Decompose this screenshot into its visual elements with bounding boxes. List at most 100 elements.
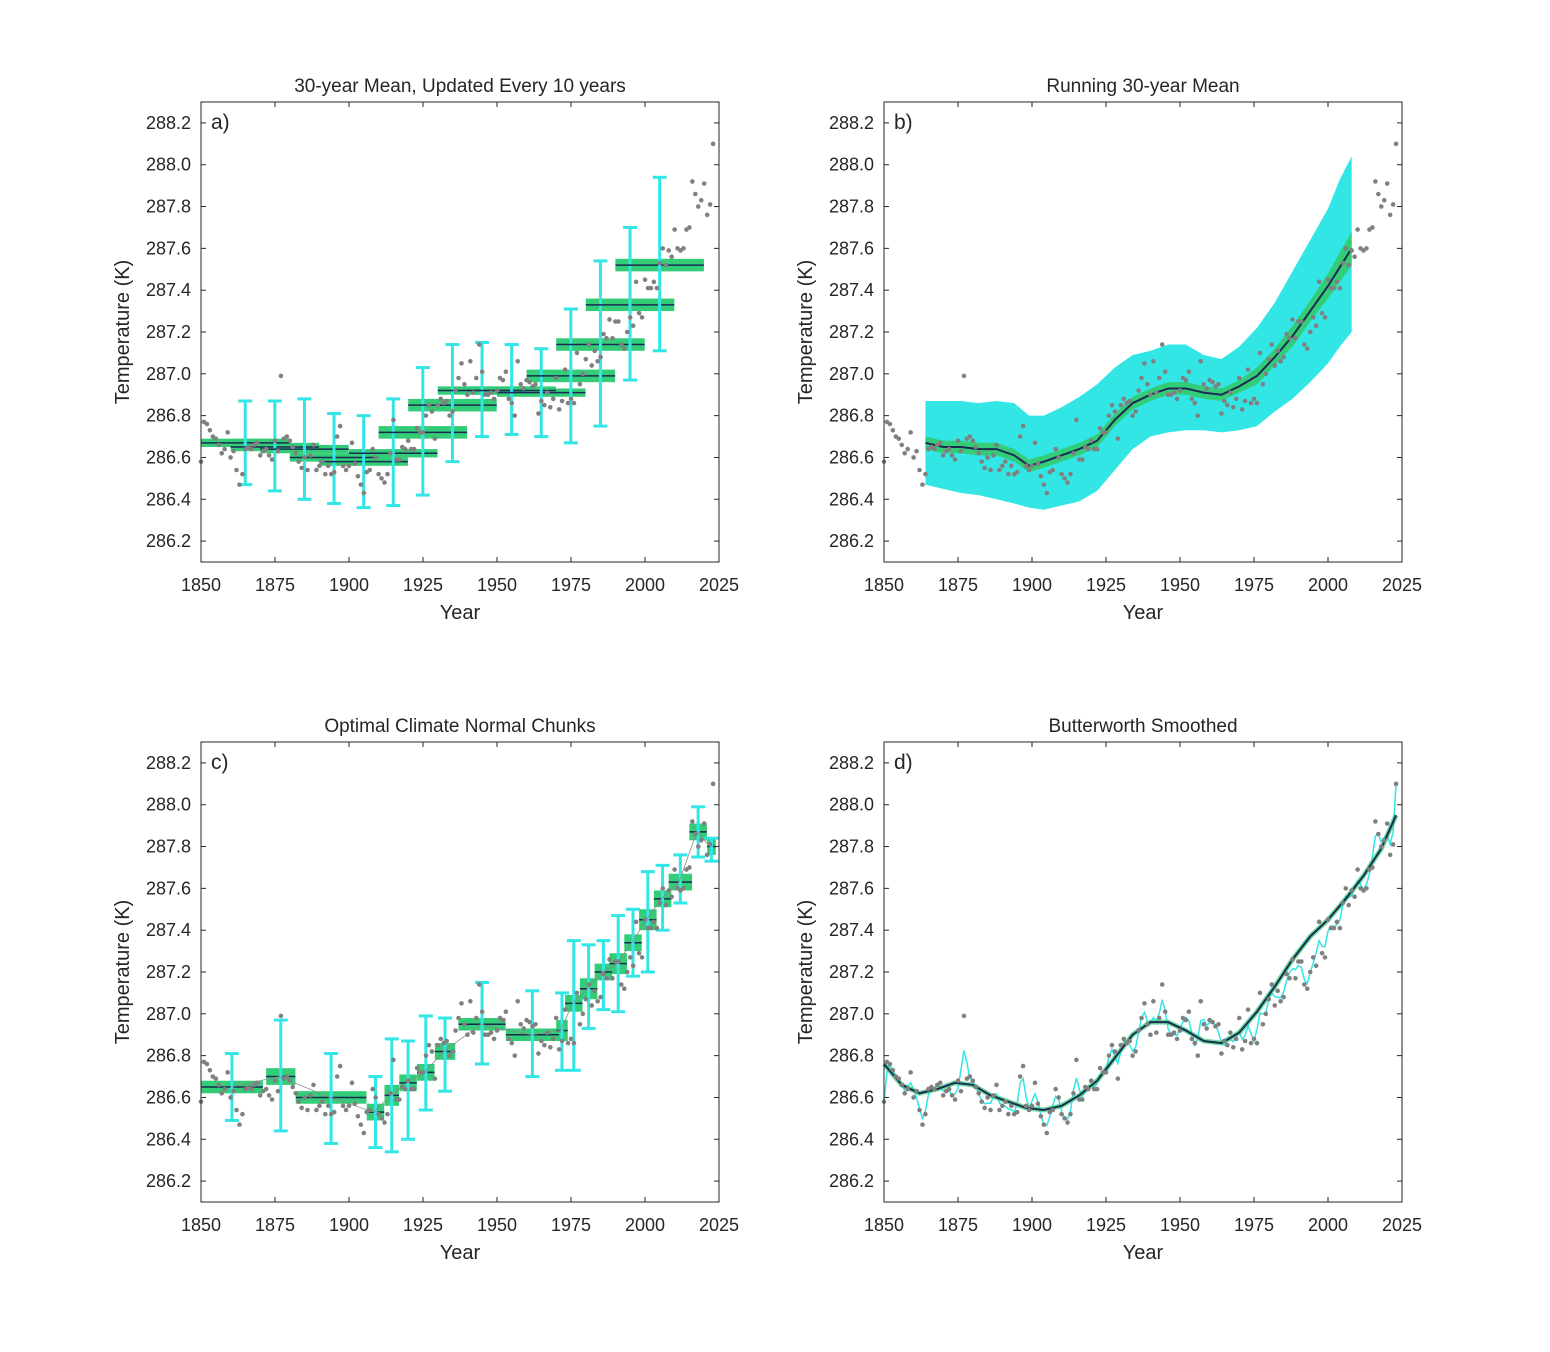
observation-dot (1142, 361, 1147, 366)
observation-dot (982, 465, 987, 471)
observation-dot (1225, 402, 1230, 408)
observation-dot (890, 427, 896, 433)
observation-dot (1266, 356, 1272, 362)
observation-dot (1304, 346, 1310, 352)
panel-b-title: Running 30-year Mean (1046, 76, 1239, 97)
observation-dot (1230, 404, 1236, 410)
observation-dot (1056, 455, 1061, 460)
observation-dot (970, 438, 976, 444)
x-tick-label: 1950 (1160, 1215, 1200, 1235)
observation-dot (435, 1042, 441, 1048)
observation-dot (595, 358, 600, 364)
observation-dot (604, 335, 609, 341)
x-tick-label: 1875 (938, 1215, 978, 1235)
observation-dot (955, 1078, 961, 1084)
observation-dot (1053, 446, 1058, 452)
observation-dot (278, 1013, 284, 1019)
observation-dot (1006, 1111, 1011, 1117)
observation-dot (468, 358, 473, 364)
observation-dot (636, 310, 642, 316)
observation-dot (1071, 1090, 1076, 1096)
observation-dot (598, 354, 603, 360)
observation-dot (1263, 1011, 1269, 1017)
observation-dot (1245, 367, 1251, 372)
observation-dot (1384, 821, 1390, 826)
observation-dot (1210, 379, 1215, 385)
observation-dot (701, 821, 707, 826)
observation-dot (1337, 925, 1343, 931)
observation-dot (290, 444, 296, 450)
observation-dot (1284, 331, 1289, 337)
observation-dot (275, 448, 281, 454)
y-tick-label: 286.4 (829, 1129, 874, 1149)
panel-d-xlabel: Year (1123, 1242, 1164, 1264)
x-tick-label: 1850 (181, 575, 221, 595)
observation-dot (887, 421, 893, 427)
observation-dot (1029, 1103, 1035, 1109)
observation-dot (571, 400, 577, 406)
observation-dot (1133, 1049, 1138, 1054)
y-tick-label: 286.4 (829, 489, 874, 509)
observation-dot (937, 1080, 943, 1086)
observation-dot (491, 396, 497, 402)
panel-b-ticks: 1850 1875 1900 1925 1950 1975 2000 2025 286.2 286… (829, 102, 1422, 595)
observation-dot (553, 375, 559, 381)
observation-dot (269, 1097, 275, 1102)
observation-dot (550, 1036, 556, 1042)
observation-dot (1023, 463, 1029, 469)
observation-dot (672, 227, 677, 232)
observation-dot (1121, 396, 1127, 402)
observation-dot (967, 434, 973, 439)
observation-dot (704, 852, 710, 858)
observation-dot (1139, 375, 1144, 381)
observation-dot (1050, 1107, 1056, 1113)
observation-dot (1233, 1036, 1239, 1042)
observation-dot (1195, 1053, 1201, 1058)
observation-dot (955, 438, 961, 444)
observation-dot (604, 975, 609, 981)
observation-dot (1287, 975, 1292, 981)
observation-dot (1080, 1097, 1085, 1102)
observation-dot (219, 1090, 225, 1096)
observation-dot (491, 1036, 497, 1042)
y-tick-label: 286.6 (146, 1087, 191, 1107)
observation-dot (565, 1040, 571, 1046)
observation-dot (914, 1088, 919, 1094)
observation-dot (911, 1095, 916, 1100)
observation-dot (1065, 480, 1070, 485)
observation-dot (423, 1053, 429, 1058)
observation-dot (568, 1036, 574, 1042)
observation-dot (1387, 212, 1393, 218)
observation-dot (1275, 988, 1280, 994)
observation-dot (1352, 894, 1357, 900)
observation-dot (1148, 1032, 1153, 1038)
y-tick-label: 286.8 (829, 1046, 874, 1066)
observation-dot (994, 442, 999, 448)
observation-dot (473, 375, 479, 381)
observation-dot (1263, 371, 1269, 377)
observation-dot (479, 1009, 485, 1015)
observation-dot (385, 471, 390, 477)
observation-dot (1103, 430, 1109, 435)
y-tick-label: 287.4 (146, 280, 191, 300)
observation-dot (296, 459, 301, 464)
observation-dot (991, 1093, 996, 1098)
observation-dot (1071, 450, 1076, 456)
observation-dot (465, 392, 470, 398)
observation-dot (1008, 1103, 1014, 1109)
panel-a-title: 30-year Mean, Updated Every 10 years (294, 76, 626, 97)
observation-dot (698, 197, 704, 203)
x-tick-label: 1900 (329, 575, 369, 595)
observation-dot (1393, 781, 1399, 787)
observation-dot (1127, 398, 1132, 404)
observation-dot (459, 1001, 464, 1006)
observation-dot (565, 400, 571, 406)
observation-dot (1219, 411, 1224, 416)
observation-dot (982, 1105, 987, 1111)
observation-dot (958, 1088, 964, 1094)
observation-dot (1154, 390, 1159, 395)
observation-dot (450, 1049, 455, 1054)
observation-dot (1186, 369, 1192, 375)
observation-dot (586, 342, 592, 347)
